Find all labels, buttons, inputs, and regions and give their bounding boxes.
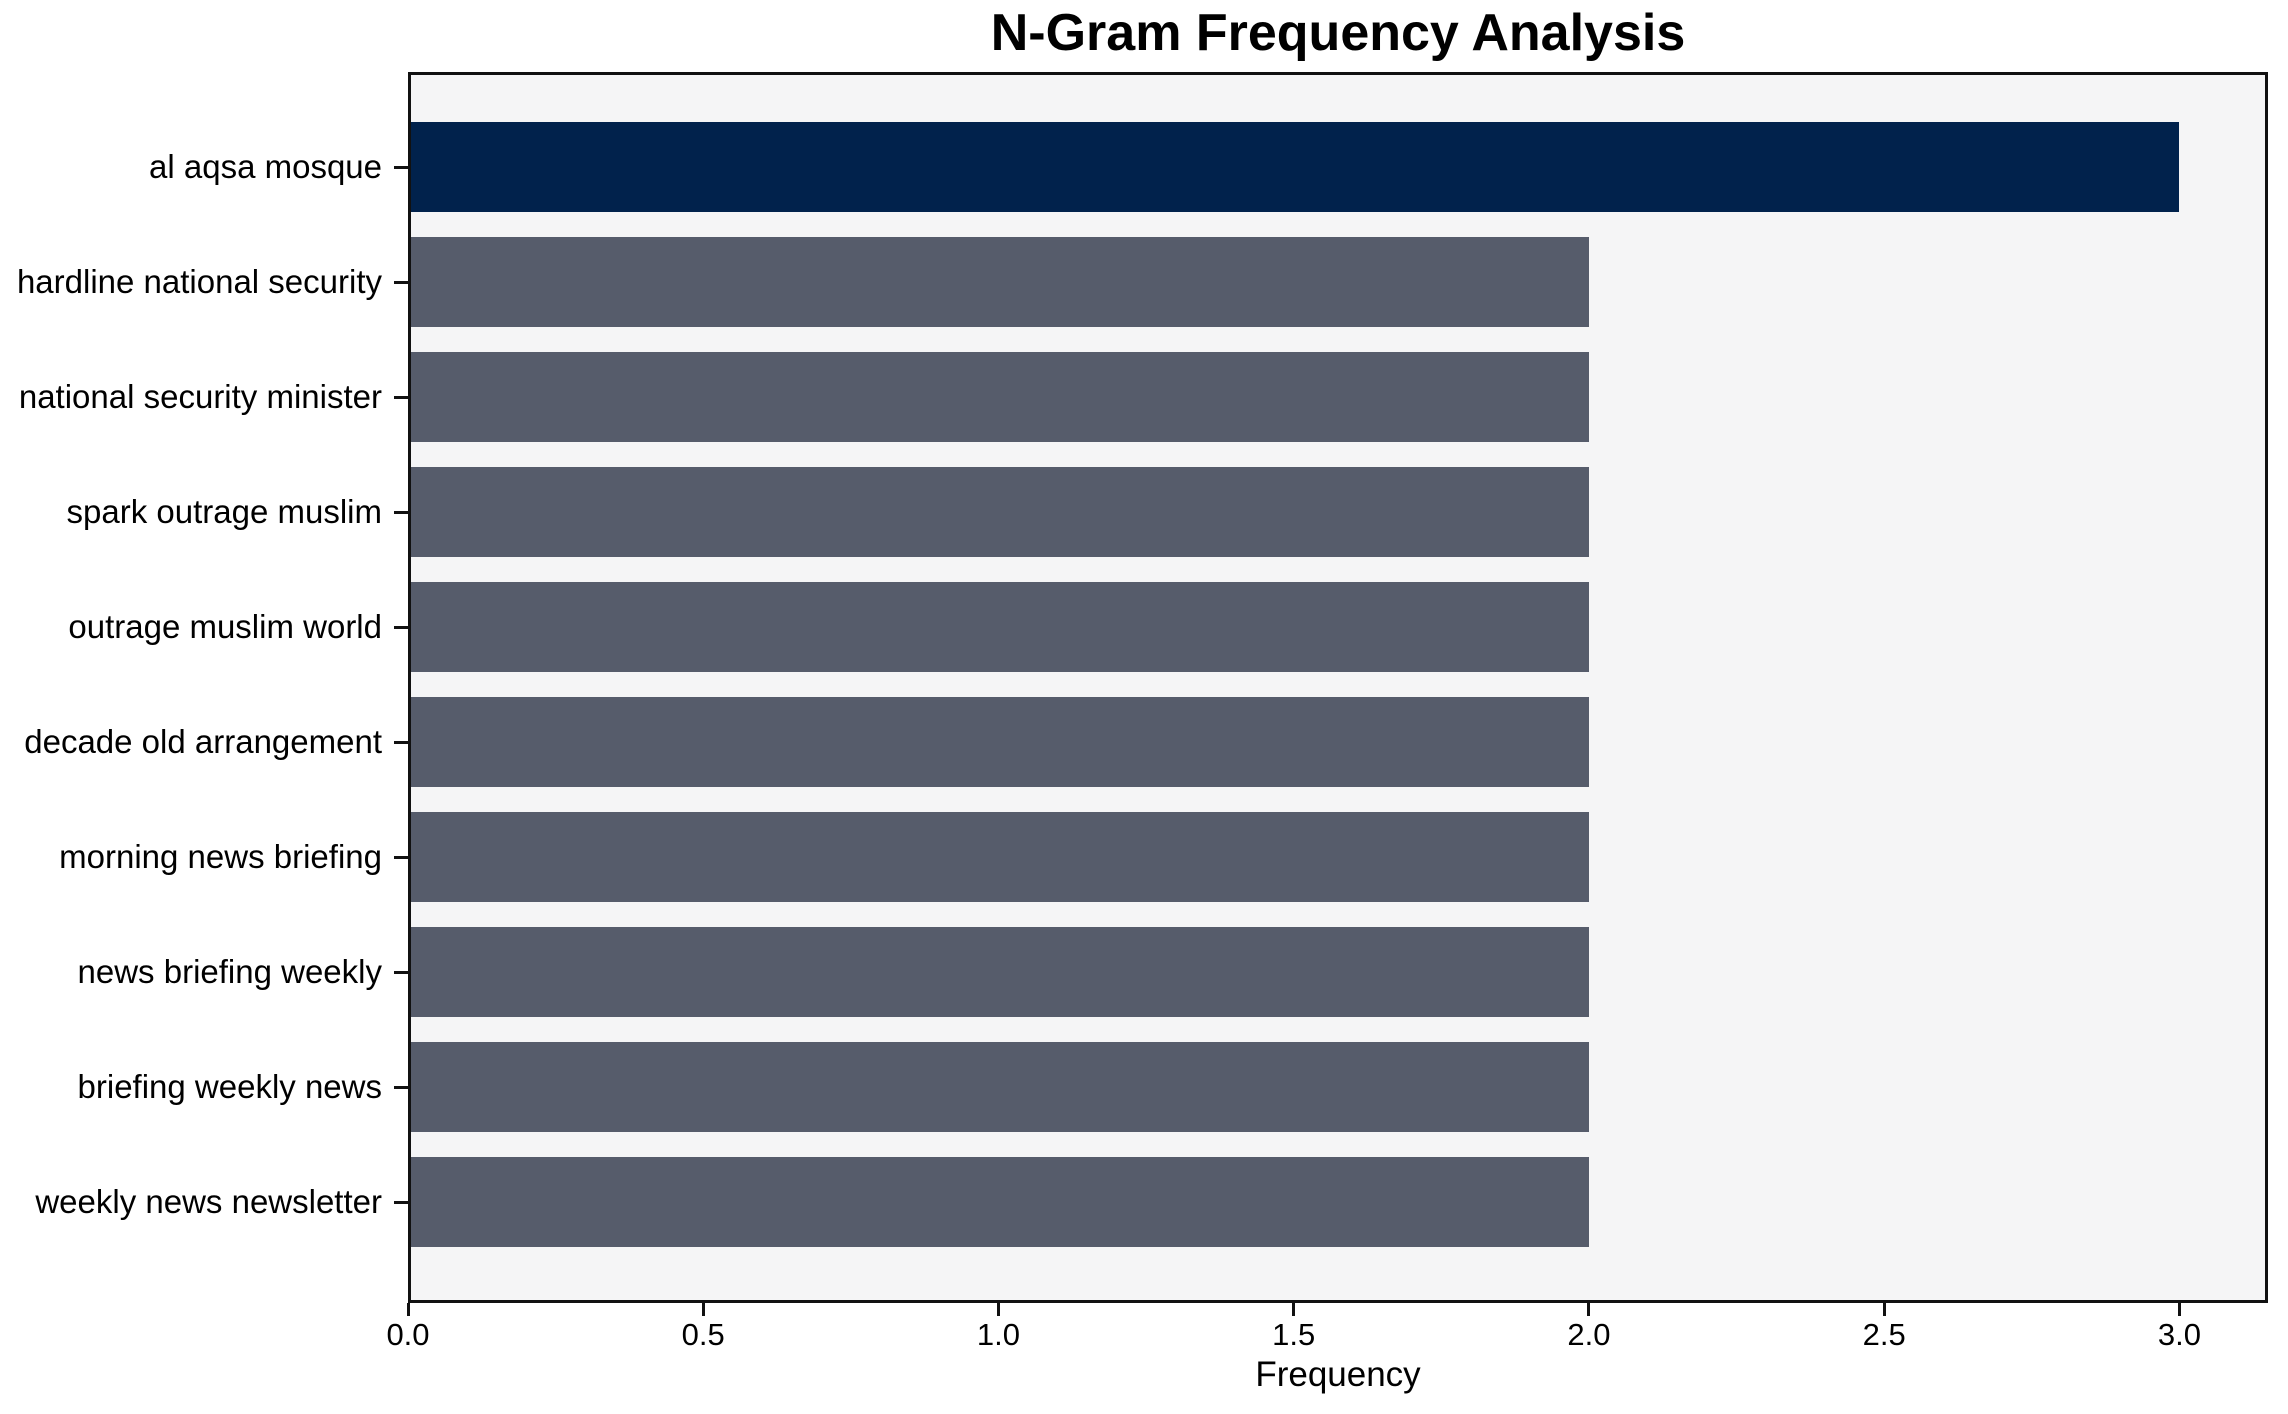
y-tick-label: morning news briefing: [59, 838, 382, 875]
x-axis-tick: [1882, 1303, 1886, 1316]
x-axis-tick: [1587, 1303, 1591, 1316]
y-axis-tick: [394, 625, 408, 629]
x-axis-tick: [701, 1303, 705, 1316]
x-tick-label: 0.0: [386, 1317, 430, 1352]
x-axis-tick: [406, 1303, 410, 1316]
y-tick-label: national security minister: [18, 378, 382, 415]
y-axis-tick: [394, 740, 408, 744]
y-axis-tick: [394, 510, 408, 514]
bar-al-aqsa-mosque: [411, 122, 2179, 212]
bar-weekly-news-newsletter: [411, 1157, 1589, 1247]
y-axis-tick: [394, 1085, 408, 1089]
x-axis-tick: [1292, 1303, 1296, 1316]
bar-briefing-weekly-news: [411, 1042, 1589, 1132]
x-axis-tick: [996, 1303, 1000, 1316]
x-tick-label: 3.0: [2157, 1317, 2201, 1352]
bar-news-briefing-weekly: [411, 927, 1589, 1017]
x-axis-tick: [2177, 1303, 2181, 1316]
y-tick-label: weekly news newsletter: [35, 1183, 382, 1220]
y-tick-label: spark outrage muslim: [66, 493, 382, 530]
y-tick-label: hardline national security: [16, 263, 382, 300]
y-axis-tick: [394, 280, 408, 284]
x-tick-label: 1.0: [976, 1317, 1021, 1352]
bar-decade-old-arrangement: [411, 697, 1589, 787]
y-axis-tick: [394, 1200, 408, 1204]
x-tick-label: 2.5: [1862, 1317, 1906, 1352]
bar-national-security-minister: [411, 352, 1589, 442]
y-tick-label: briefing weekly news: [77, 1068, 382, 1105]
chart-title: N-Gram Frequency Analysis: [990, 4, 1686, 62]
y-tick-label: outrage muslim world: [68, 608, 382, 645]
x-tick-label: 1.5: [1272, 1317, 1316, 1352]
bar-hardline-national-security: [411, 237, 1589, 327]
y-tick-label: news briefing weekly: [77, 953, 382, 990]
y-tick-label: al aqsa mosque: [149, 148, 382, 185]
x-axis-label: Frequency: [1255, 1355, 1421, 1394]
bar-morning-news-briefing: [411, 812, 1589, 902]
plot-area: [408, 72, 2268, 1303]
y-axis-tick: [394, 165, 408, 169]
y-axis-tick: [394, 855, 408, 859]
x-tick-label: 2.0: [1567, 1317, 1611, 1352]
bar-outrage-muslim-world: [411, 582, 1589, 672]
x-tick-label: 0.5: [681, 1317, 725, 1352]
y-axis-tick: [394, 395, 408, 399]
y-axis-tick: [394, 970, 408, 974]
y-tick-label: decade old arrangement: [24, 723, 382, 760]
bar-spark-outrage-muslim: [411, 467, 1589, 557]
